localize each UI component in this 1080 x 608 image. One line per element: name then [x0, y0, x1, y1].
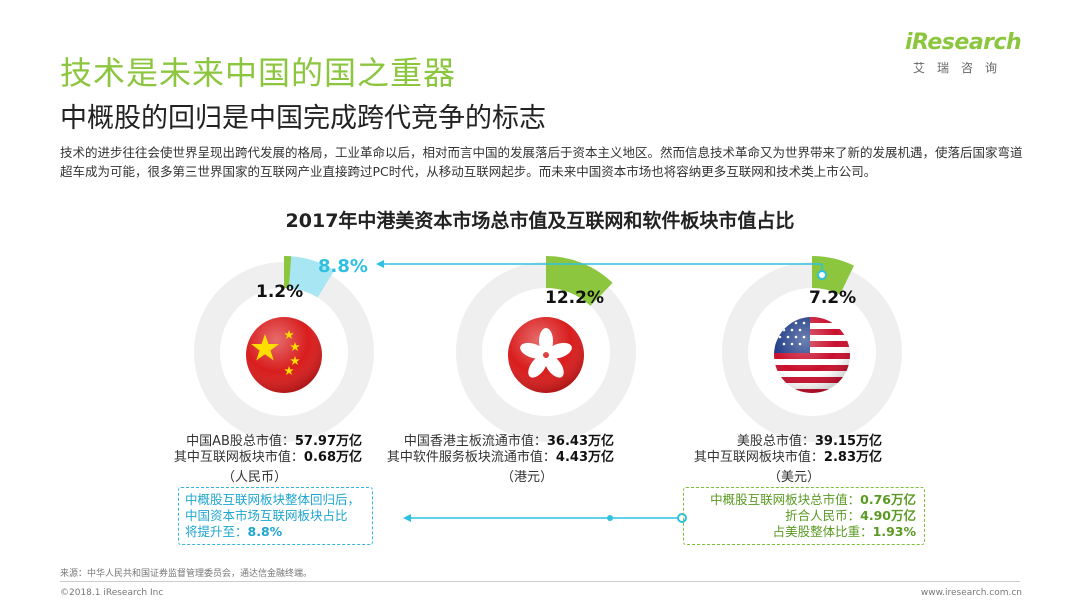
callout-line: 折合人民币：4.90万亿 [692, 508, 916, 524]
copyright-text: ©2018.1 iResearch Inc [60, 588, 164, 598]
stat-value: 39.15万亿 [814, 434, 882, 449]
usa-flag [774, 317, 850, 393]
stat-label: 中国AB股总市值： [186, 434, 295, 449]
share-slice-hong-kong [546, 256, 613, 306]
stat-row: 其中互联网板块市值：0.68万亿 [150, 450, 362, 466]
page-title: 技术是未来中国的国之重器 [60, 54, 457, 92]
stat-value: 36.43万亿 [546, 434, 614, 449]
source-note: 来源：中华人民共和国证券监督管理委员会，通达信金融终端。 [60, 569, 313, 579]
callout-label: 将提升至： [185, 524, 248, 539]
callout-line: 中概股互联网板块整体回归后， [185, 492, 361, 507]
page-subtitle: 中概股的回归是中国完成跨代竞争的标志 [60, 103, 546, 134]
callout-line: 中概股互联网板块总市值：0.76万亿 [692, 492, 916, 508]
callout-connector-bottom [403, 513, 687, 523]
connector-node [607, 515, 613, 521]
footer-url[interactable]: www.iresearch.com.cn [920, 588, 1022, 598]
projection-connector-top [376, 260, 827, 280]
callout-us-listed-chinese-stocks: 中概股互联网板块总市值：0.76万亿 折合人民币：4.90万亿 占美股整体比重：… [683, 487, 925, 545]
stat-row: 美股总市值：39.15万亿 [668, 434, 882, 450]
stat-row: 其中互联网板块市值：2.83万亿 [668, 450, 882, 466]
stat-value: 4.43万亿 [555, 450, 614, 465]
stat-label: 其中软件服务板块流通市值： [386, 450, 556, 465]
stat-row: 其中软件服务板块流通市值：4.43万亿 [378, 450, 614, 466]
stats-hong-kong: 中国香港主板流通市值：36.43万亿 其中软件服务板块流通市值：4.43万亿 [378, 434, 614, 466]
callout-line: 将提升至：8.8% [185, 524, 366, 540]
callout-value: 4.90万亿 [860, 508, 916, 523]
flag-star-small-icon [284, 330, 294, 339]
projected-slice-china [284, 256, 335, 298]
flag-star-small-icon [284, 366, 294, 375]
description-text: 技术的进步往往会使世界呈现出跨代发展的格局，工业革命以后，相对而言中国的发展落后… [60, 145, 1023, 179]
stat-value: 0.68万亿 [303, 450, 362, 465]
callout-label: 折合人民币： [785, 508, 861, 523]
china-flag [246, 317, 322, 393]
stats-china: 中国AB股总市值：57.97万亿 其中互联网板块市值：0.68万亿 [150, 434, 362, 466]
chart-title: 2017年中港美资本市场总市值及互联网和软件板块市值占比 [285, 210, 795, 232]
flag-star-small-icon [290, 342, 300, 351]
iresearch-logo: iResearch 艾瑞咨询 [905, 30, 1025, 76]
stat-label: 其中互联网板块市值： [173, 450, 304, 465]
callout-china-projection: 中概股互联网板块整体回归后， 中国资本市场互联网板块占比 将提升至：8.8% [178, 487, 373, 545]
share-slice-china [284, 256, 292, 289]
currency-unit-hong-kong: （港元） [501, 470, 554, 485]
stat-value: 2.83万亿 [823, 450, 882, 465]
flag-star-small-icon [290, 356, 300, 365]
stat-row: 中国AB股总市值：57.97万亿 [150, 434, 362, 450]
callout-value: 8.8% [247, 524, 283, 539]
footer-divider [60, 581, 1020, 582]
connector-node [677, 513, 687, 523]
projected-share-label-china: 8.8% [318, 256, 368, 277]
stats-usa: 美股总市值：39.15万亿 其中互联网板块市值：2.83万亿 [668, 434, 882, 466]
flag-star-large-icon [251, 334, 279, 361]
stat-value: 57.97万亿 [294, 434, 362, 449]
arrowhead-left-icon [376, 260, 384, 268]
currency-unit-usa: （美元） [768, 470, 821, 485]
hong-kong-flag [508, 317, 584, 393]
callout-label: 占美股整体比重： [772, 524, 873, 539]
connector-node [817, 270, 827, 280]
ring-china [194, 256, 374, 442]
arrowhead-left-icon [403, 514, 411, 522]
callout-value: 0.76万亿 [860, 492, 916, 507]
share-label-china: 1.2% [256, 282, 304, 302]
stat-label: 中国香港主板流通市值： [403, 434, 547, 449]
callout-line: 中国资本市场互联网板块占比 [185, 508, 348, 523]
callout-line: 占美股整体比重：1.93% [692, 524, 916, 540]
share-label-usa: 7.2% [809, 288, 857, 308]
share-label-hong-kong: 12.2% [545, 288, 604, 308]
callout-value: 1.93% [872, 524, 916, 539]
stat-label: 其中互联网板块市值： [693, 450, 824, 465]
logo-wordmark: iResearch [905, 30, 1022, 55]
logo-chinese-name: 艾瑞咨询 [913, 61, 1010, 75]
callout-label: 中概股互联网板块总市值： [710, 492, 861, 507]
currency-unit-china: （人民币） [222, 470, 288, 485]
stat-row: 中国香港主板流通市值：36.43万亿 [378, 434, 614, 450]
stat-label: 美股总市值： [736, 434, 815, 449]
ring-hong-kong [456, 256, 636, 442]
